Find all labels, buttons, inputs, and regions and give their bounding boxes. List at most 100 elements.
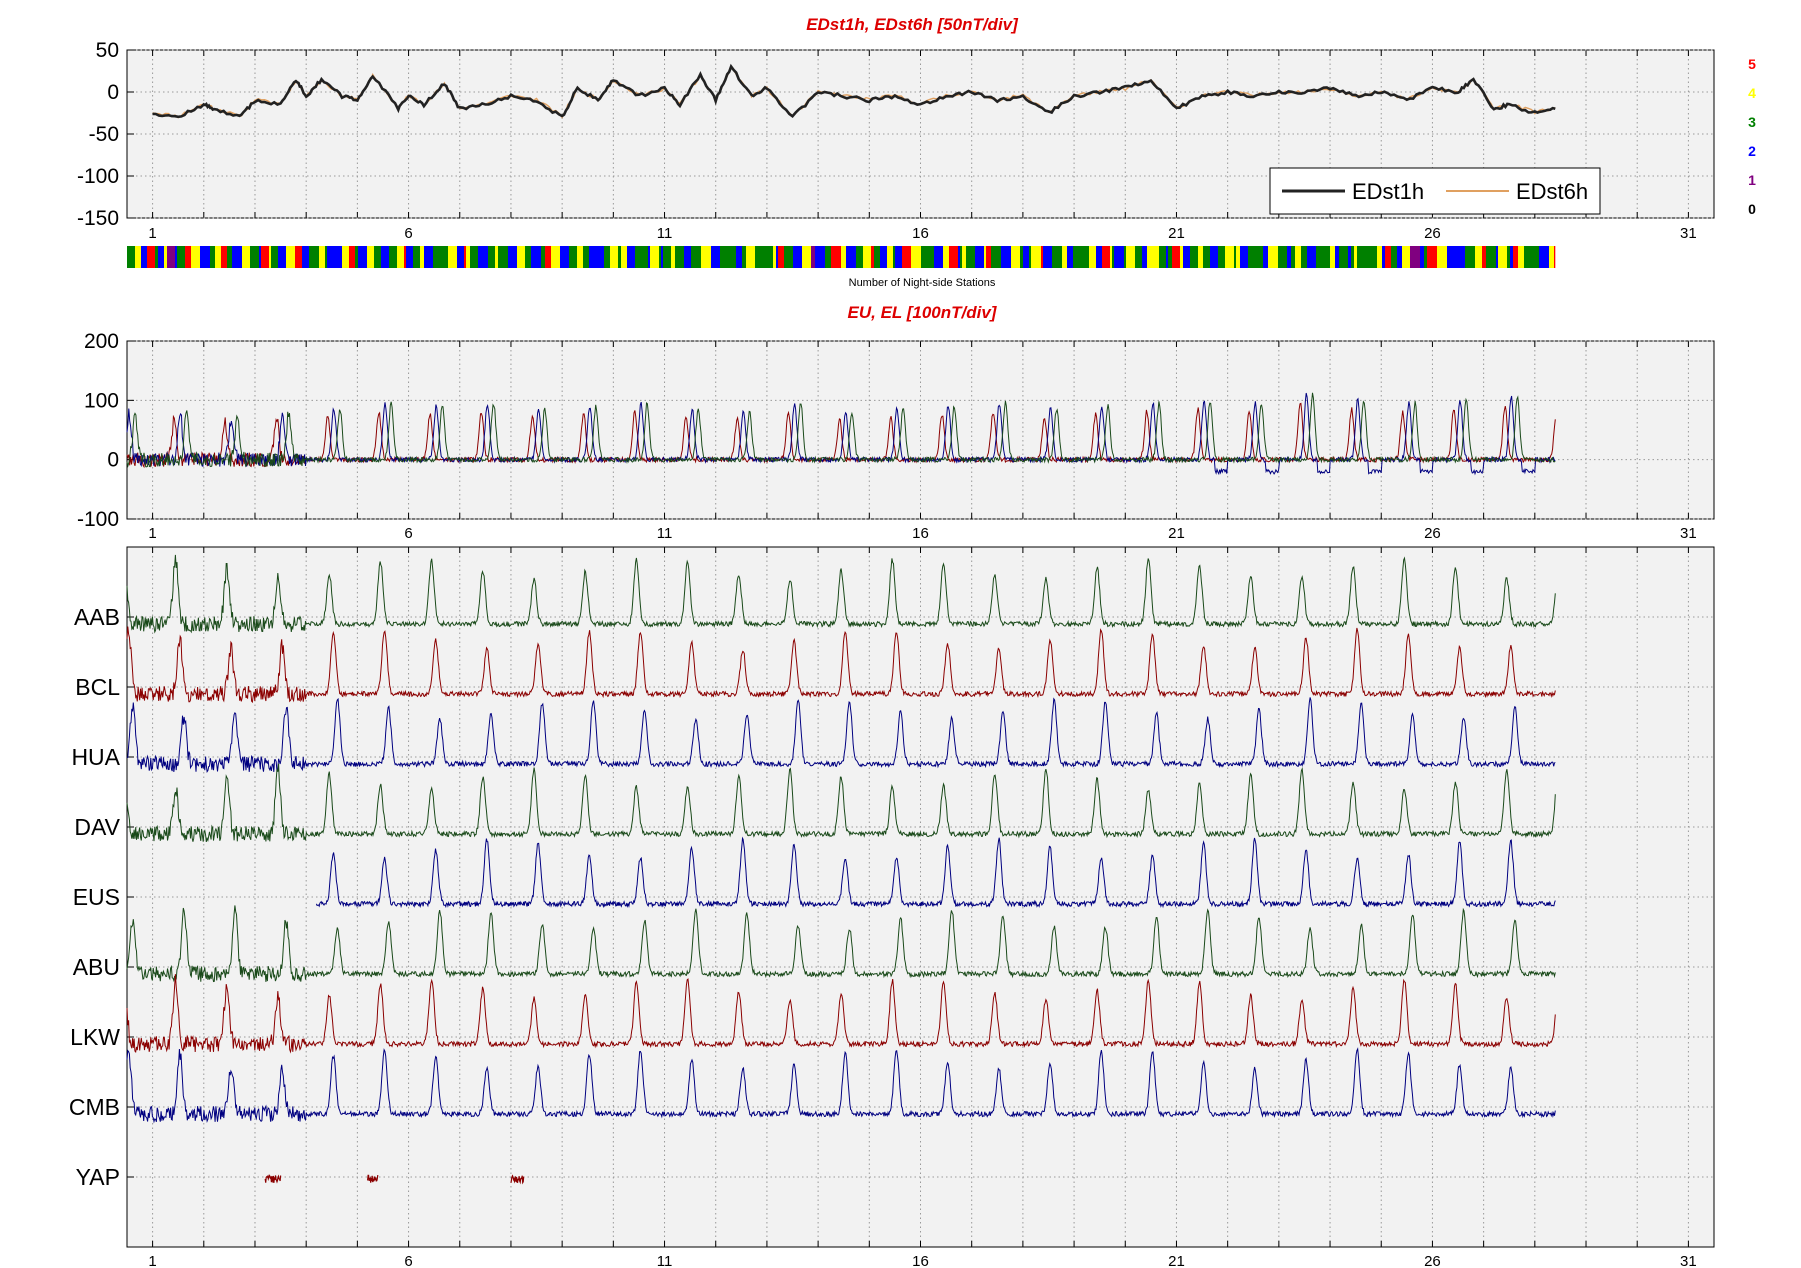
station-count-cell: [589, 246, 595, 268]
station-count-cell: [720, 246, 726, 268]
station-count-cell: [1248, 246, 1254, 268]
legend-label-edst1h: EDst1h: [1352, 179, 1424, 204]
station-count-cell: [302, 246, 309, 268]
y-tick-label: -150: [77, 207, 119, 230]
station-count-cell: [334, 246, 342, 268]
y-tick-label: -100: [77, 508, 119, 531]
station-count-cell: [498, 246, 508, 268]
y-tick-label: 50: [96, 39, 119, 62]
station-count-cell: [1110, 246, 1112, 268]
station-count-cell: [1301, 246, 1307, 268]
station-count-cell: [1295, 246, 1301, 268]
station-count-cell: [141, 246, 147, 268]
station-count-cell: [887, 246, 893, 268]
station-count-cell: [1124, 246, 1126, 268]
scale-value-3: 3: [1748, 114, 1756, 130]
station-count-cell: [1112, 246, 1114, 268]
station-label-yap: YAP: [76, 1164, 120, 1190]
station-label-lkw: LKW: [70, 1024, 120, 1050]
station-count-cell: [215, 246, 221, 268]
station-count-cell: [470, 246, 478, 268]
station-count-cell: [1360, 246, 1368, 268]
station-count-cell: [327, 246, 334, 268]
stations-labels: AAB BCL HUA DAV EUS ABU LKW CMB YAP: [69, 604, 134, 1190]
station-count-cell: [1424, 246, 1427, 268]
station-count-cell: [975, 246, 979, 268]
station-count-cell: [880, 246, 887, 268]
station-trace-eus: [315, 836, 1556, 909]
station-count-cell: [627, 246, 635, 268]
station-count-cell: [1180, 246, 1183, 268]
station-count-cell: [1168, 246, 1172, 268]
station-count-cell: [286, 246, 295, 268]
station-count-cell: [1357, 246, 1360, 268]
station-count-cell: [1135, 246, 1142, 268]
station-count-cell: [736, 246, 742, 268]
station-count-cell: [261, 246, 269, 268]
station-label-eus: EUS: [73, 884, 120, 910]
station-count-cell: [1513, 246, 1518, 268]
station-count-cell: [520, 246, 525, 268]
station-count-cell: [1240, 246, 1248, 268]
station-count-cell: [663, 246, 671, 268]
station-count-cell: [541, 246, 545, 268]
station-count-cell: [1011, 246, 1020, 268]
station-count-cell: [569, 246, 577, 268]
station-count-cell: [177, 246, 185, 268]
station-count-cell: [1316, 246, 1322, 268]
station-count-cell: [1486, 246, 1496, 268]
station-trace-yap: [367, 1174, 379, 1183]
x-tick-label: 21: [1168, 1253, 1185, 1268]
station-count-cell: [691, 246, 697, 268]
station-count-cell: [1073, 246, 1081, 268]
station-count-cell: [1147, 246, 1151, 268]
station-count-cell: [221, 246, 227, 268]
station-count-cell: [1482, 246, 1486, 268]
station-count-cell: [406, 246, 413, 268]
station-count-cell: [1159, 246, 1166, 268]
station-count-cell: [1533, 246, 1539, 268]
station-count-cell: [355, 246, 358, 268]
station-trace-bcl: [126, 626, 1556, 704]
station-label-aab: AAB: [74, 604, 120, 630]
station-count-cell: [250, 246, 259, 268]
station-count-cell: [478, 246, 488, 268]
x-tick-label: 11: [657, 525, 673, 542]
x-tick-label: 11: [657, 1253, 673, 1268]
x-tick-label: 6: [404, 225, 412, 242]
station-count-cell: [960, 246, 962, 268]
station-trace-dav: [126, 763, 1556, 843]
station-count-cell: [934, 246, 943, 268]
station-count-cell: [755, 246, 760, 268]
y-tick-label: -50: [89, 123, 119, 146]
station-count-cell: [374, 246, 381, 268]
station-count-cell: [457, 246, 464, 268]
station-count-cell: [778, 246, 784, 268]
station-count-cell: [924, 246, 934, 268]
station-count-cell: [200, 246, 203, 268]
station-count-cell: [155, 246, 158, 268]
station-label-abu: ABU: [73, 954, 120, 980]
station-count-cell: [746, 246, 755, 268]
night-side-stations-bar: [127, 246, 1556, 268]
station-count-cell: [295, 246, 302, 268]
x-tick-label: 26: [1424, 525, 1441, 542]
station-count-cell: [1339, 246, 1341, 268]
station-count-cell: [802, 246, 811, 268]
station-count-cell: [895, 246, 902, 268]
station-count-cell: [1190, 246, 1198, 268]
station-count-cell: [648, 246, 650, 268]
station-count-cell: [560, 246, 569, 268]
station-count-cell: [1268, 246, 1278, 268]
station-count-cell: [661, 246, 663, 268]
station-count-cell: [726, 246, 736, 268]
station-count-cell: [1496, 246, 1498, 268]
station-count-cell: [1172, 246, 1180, 268]
x-tick-label: 1: [148, 525, 156, 542]
station-count-cell: [1278, 246, 1287, 268]
station-count-cell: [1524, 246, 1533, 268]
station-count-cell: [1225, 246, 1234, 268]
station-trace-aab: [126, 554, 1556, 634]
station-count-cell: [856, 246, 863, 268]
